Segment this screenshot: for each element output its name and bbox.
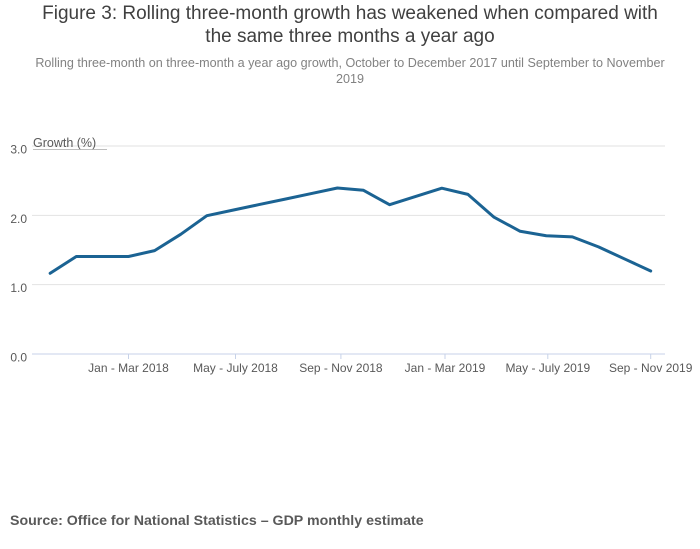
svg-text:Jan - Mar 2018: Jan - Mar 2018 <box>88 361 169 375</box>
svg-text:Sep - Nov 2019: Sep - Nov 2019 <box>609 361 693 375</box>
svg-text:Jan - Mar 2019: Jan - Mar 2019 <box>405 361 486 375</box>
svg-text:1.0: 1.0 <box>10 281 27 295</box>
svg-text:2.0: 2.0 <box>10 212 27 226</box>
svg-text:0.0: 0.0 <box>10 351 27 365</box>
svg-text:Sep - Nov 2018: Sep - Nov 2018 <box>299 361 383 375</box>
svg-text:Growth (%): Growth (%) <box>33 136 96 150</box>
svg-text:May - July 2018: May - July 2018 <box>193 361 278 375</box>
svg-text:May - July 2019: May - July 2019 <box>505 361 590 375</box>
svg-text:3.0: 3.0 <box>10 143 27 157</box>
